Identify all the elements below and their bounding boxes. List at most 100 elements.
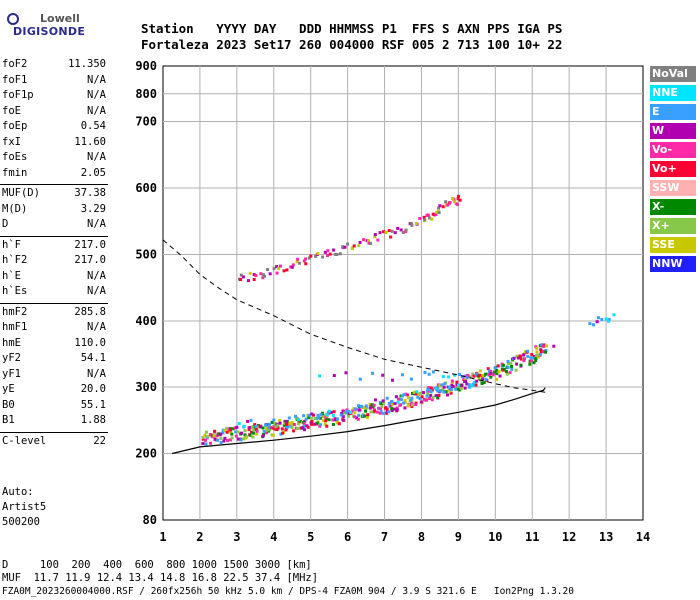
echo-point: [487, 373, 491, 377]
echo-point: [456, 387, 460, 391]
echo-point: [459, 387, 463, 391]
echo-point: [484, 377, 488, 381]
echo-point: [545, 344, 549, 348]
param-row: foF1p N/A: [2, 89, 106, 105]
echo-point: [239, 273, 243, 277]
echo-point: [303, 428, 307, 432]
echo-point: [343, 411, 347, 415]
echo-point: [481, 377, 485, 381]
echo-point: [209, 433, 213, 437]
echo-point: [309, 416, 313, 420]
echo-point: [465, 382, 469, 386]
echo-point: [444, 200, 448, 204]
echo-point: [489, 371, 493, 375]
echo-point: [440, 383, 444, 387]
echo-point: [381, 399, 385, 403]
param-key: h`F2: [2, 254, 28, 266]
echo-point: [592, 323, 596, 327]
echo-point: [278, 419, 282, 423]
echo-point: [225, 426, 229, 430]
echo-point: [492, 370, 496, 374]
param-value: 2.05: [80, 166, 106, 179]
echo-point: [434, 387, 438, 391]
echo-point: [390, 407, 394, 411]
echo-point: [275, 428, 279, 432]
param-row: B1 1.88: [2, 414, 106, 430]
echo-point: [366, 239, 370, 243]
echo-point: [346, 409, 350, 413]
echo-point: [535, 353, 539, 357]
param-value: 11.60: [74, 135, 106, 148]
param-row: h`E N/A: [2, 270, 106, 286]
echo-point: [281, 431, 285, 435]
echo-point: [363, 414, 367, 418]
echo-point: [221, 428, 225, 432]
echo-point: [489, 369, 493, 373]
legend-item: W: [650, 123, 696, 139]
echo-point: [321, 255, 325, 259]
param-value: 217.0: [74, 238, 106, 251]
echo-point: [607, 318, 611, 322]
param-key: foF2: [2, 58, 28, 70]
echo-point: [272, 267, 276, 271]
echo-point: [347, 414, 351, 418]
echo-point: [248, 433, 252, 437]
y-tick-label: 200: [135, 447, 157, 461]
x-tick-label: 1: [159, 530, 166, 544]
param-key: yF2: [2, 352, 21, 364]
echo-point: [264, 423, 268, 427]
echo-point: [478, 369, 482, 373]
echo-point: [254, 274, 258, 278]
param-key: hmE: [2, 336, 21, 349]
echo-point: [357, 408, 361, 412]
echo-point: [506, 365, 510, 369]
echo-point: [450, 388, 454, 392]
echo-point: [351, 246, 355, 250]
echo-point: [284, 419, 288, 423]
echo-point: [219, 436, 223, 440]
echo-point: [358, 240, 362, 244]
header-values: Fortaleza 2023 Set17 260 004000 RSF 005 …: [141, 37, 563, 52]
echo-point: [322, 419, 326, 423]
echo-point: [437, 211, 441, 215]
echo-point: [272, 418, 276, 422]
echo-point: [427, 396, 431, 400]
echo-point: [454, 387, 458, 391]
echo-point: [389, 235, 393, 239]
echo-point: [290, 422, 294, 426]
echo-point: [215, 434, 219, 438]
echo-point: [444, 390, 448, 394]
echo-point: [285, 268, 289, 272]
echo-point: [373, 398, 377, 402]
echo-point: [284, 422, 288, 426]
echo-point: [437, 206, 441, 210]
param-value: N/A: [87, 151, 106, 163]
param-row: yF1 N/A: [2, 368, 106, 384]
echo-point: [223, 436, 227, 440]
echo-point: [373, 233, 377, 237]
echo-point: [419, 400, 423, 404]
echo-point: [307, 416, 311, 420]
param-key: M(D): [2, 202, 28, 215]
echo-point: [243, 429, 247, 433]
echo-point: [268, 272, 272, 276]
echo-point: [475, 379, 479, 383]
param-key: B0: [2, 398, 15, 411]
echo-point: [287, 416, 291, 420]
echo-point: [357, 413, 361, 417]
param-row: h`F2 217.0: [2, 254, 106, 270]
echo-point: [368, 406, 372, 410]
param-row: foF1 N/A: [2, 74, 106, 90]
echo-point: [298, 419, 302, 423]
param-row: foE N/A: [2, 105, 106, 121]
echo-point: [248, 271, 252, 275]
echo-point: [430, 217, 434, 221]
echo-point: [344, 411, 348, 415]
echo-point: [357, 244, 361, 248]
echo-point: [203, 438, 207, 442]
param-key: yF1: [2, 367, 21, 380]
legend-item: NoVal: [650, 66, 696, 82]
echo-point: [467, 383, 471, 387]
echo-point: [335, 420, 339, 424]
echo-point: [249, 418, 253, 422]
